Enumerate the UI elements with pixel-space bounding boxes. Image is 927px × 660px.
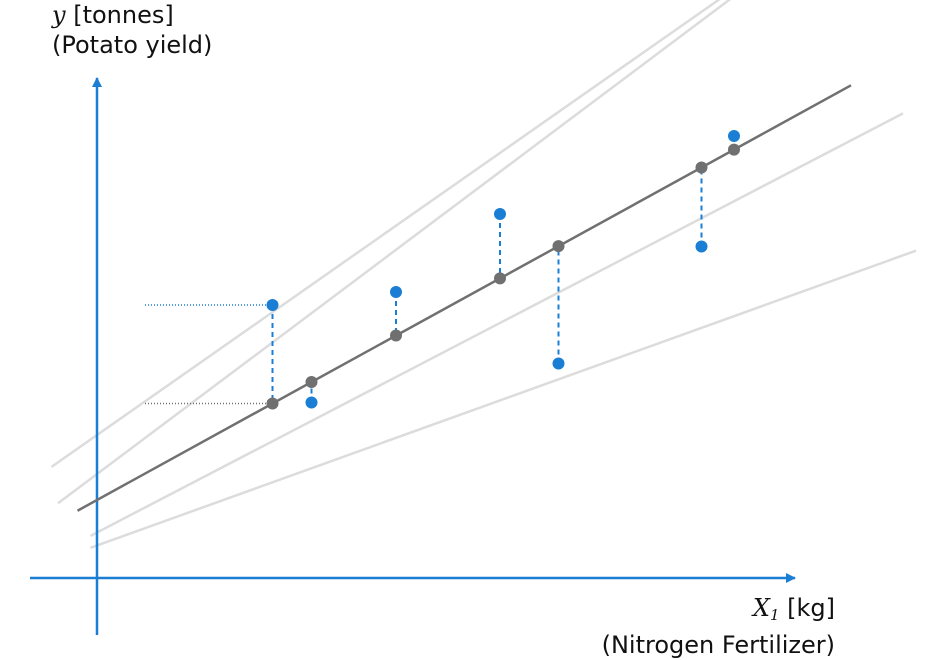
fitted-point xyxy=(305,376,318,389)
candidate-line xyxy=(57,0,732,505)
y-axis-variable: y xyxy=(52,1,66,29)
fitted-point xyxy=(552,240,565,253)
best-fit-line xyxy=(76,84,852,512)
y-axis-unit: [tonnes] xyxy=(73,1,174,29)
guide-lines xyxy=(145,304,273,405)
data-point xyxy=(266,299,279,311)
fitted-point xyxy=(695,161,708,174)
candidate-lines xyxy=(50,0,917,550)
data-point xyxy=(695,240,708,253)
candidate-line xyxy=(50,0,721,468)
candidate-line xyxy=(89,112,904,537)
data-point xyxy=(305,396,318,409)
fitted-point xyxy=(728,143,740,156)
candidate-line xyxy=(90,249,917,550)
fitted-point xyxy=(494,272,506,285)
y-axis-description: (Potato yield) xyxy=(52,31,213,59)
data-point xyxy=(552,357,565,370)
x-axis-unit: [kg] xyxy=(787,594,835,622)
data-point xyxy=(390,286,402,298)
fitted-points xyxy=(266,143,740,410)
x-axis-variable: X xyxy=(752,594,770,622)
x-axis-variable-subscript: 1 xyxy=(769,606,780,624)
x-axis-label: X1 [kg] (Nitrogen Fertilizer) xyxy=(602,593,835,660)
y-axis-label: y [tonnes] (Potato yield) xyxy=(52,0,212,60)
fitted-point xyxy=(390,329,402,342)
fitted-point xyxy=(266,397,279,410)
x-axis-description: (Nitrogen Fertilizer) xyxy=(601,631,835,659)
residual-lines xyxy=(271,136,735,404)
data-point xyxy=(728,130,740,142)
data-point xyxy=(494,208,506,220)
data-points xyxy=(266,130,740,409)
